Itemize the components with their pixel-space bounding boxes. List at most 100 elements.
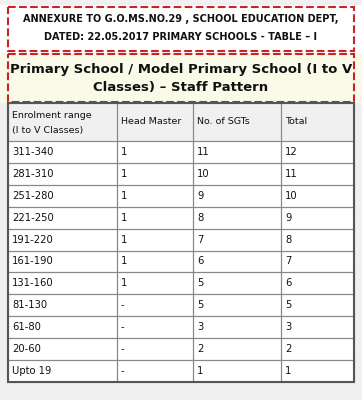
Text: 161-190: 161-190	[12, 256, 54, 266]
Bar	[193, 103, 281, 141]
Text: Total: Total	[285, 118, 307, 126]
Text: 1: 1	[121, 234, 127, 244]
Bar	[193, 207, 281, 229]
Text: 5: 5	[285, 300, 292, 310]
Bar	[117, 272, 193, 294]
Bar	[8, 294, 117, 316]
Text: 311-340: 311-340	[12, 147, 53, 157]
Text: Classes) – Staff Pattern: Classes) – Staff Pattern	[93, 82, 269, 94]
Text: 1: 1	[121, 169, 127, 179]
Text: 1: 1	[121, 213, 127, 223]
Text: 1: 1	[197, 366, 203, 376]
Bar	[117, 250, 193, 272]
Bar	[8, 141, 354, 163]
Text: 8: 8	[197, 213, 203, 223]
Text: -: -	[121, 300, 125, 310]
Bar	[8, 103, 354, 382]
Bar	[8, 185, 354, 207]
Bar	[0, 53, 362, 103]
Text: -: -	[121, 322, 125, 332]
Text: DATED: 22.05.2017 PRIMARY SCHOOLS - TABLE – I: DATED: 22.05.2017 PRIMARY SCHOOLS - TABL…	[45, 32, 317, 42]
Bar	[117, 103, 193, 141]
Bar	[193, 163, 281, 185]
Bar	[281, 185, 354, 207]
Bar	[193, 250, 281, 272]
Bar	[8, 272, 117, 294]
Text: 20-60: 20-60	[12, 344, 41, 354]
Text: (I to V Classes): (I to V Classes)	[12, 126, 83, 134]
Bar	[8, 316, 354, 338]
Bar	[8, 360, 354, 382]
Bar	[193, 294, 281, 316]
Text: 81-130: 81-130	[12, 300, 47, 310]
Bar	[117, 316, 193, 338]
Bar	[8, 185, 117, 207]
Bar	[8, 229, 117, 250]
Text: 9: 9	[285, 213, 292, 223]
Bar	[8, 250, 117, 272]
Text: Enrolment range: Enrolment range	[12, 112, 92, 120]
Bar	[193, 141, 281, 163]
Text: 8: 8	[285, 234, 291, 244]
Bar	[8, 207, 117, 229]
Text: 2: 2	[197, 344, 203, 354]
Bar	[8, 338, 117, 360]
Bar	[281, 338, 354, 360]
Text: 5: 5	[197, 300, 203, 310]
Text: 1: 1	[121, 191, 127, 201]
Text: 11: 11	[197, 147, 210, 157]
Bar	[8, 163, 117, 185]
Text: Upto 19: Upto 19	[12, 366, 51, 376]
Text: 2: 2	[285, 344, 292, 354]
Text: 7: 7	[197, 234, 203, 244]
Bar	[193, 185, 281, 207]
Bar	[8, 229, 354, 250]
Bar	[8, 207, 354, 229]
Text: 61-80: 61-80	[12, 322, 41, 332]
Bar	[117, 229, 193, 250]
Bar	[117, 141, 193, 163]
Bar	[281, 163, 354, 185]
Bar	[281, 294, 354, 316]
Bar	[281, 250, 354, 272]
Text: 1: 1	[121, 256, 127, 266]
Bar	[193, 316, 281, 338]
Bar	[117, 360, 193, 382]
Bar	[8, 7, 354, 51]
Bar	[8, 54, 354, 102]
Text: -: -	[121, 366, 125, 376]
Text: 5: 5	[197, 278, 203, 288]
Text: 7: 7	[285, 256, 292, 266]
Text: No. of SGTs: No. of SGTs	[197, 118, 250, 126]
Text: 1: 1	[285, 366, 292, 376]
Text: 6: 6	[197, 256, 203, 266]
Bar	[117, 294, 193, 316]
Bar	[8, 141, 117, 163]
Text: 131-160: 131-160	[12, 278, 54, 288]
Bar	[193, 272, 281, 294]
Text: 10: 10	[285, 191, 298, 201]
Text: 9: 9	[197, 191, 203, 201]
Bar	[8, 338, 354, 360]
Bar	[281, 207, 354, 229]
Bar	[193, 360, 281, 382]
Bar	[281, 103, 354, 141]
Text: 191-220: 191-220	[12, 234, 54, 244]
Bar	[117, 185, 193, 207]
Text: 3: 3	[285, 322, 291, 332]
Text: 3: 3	[197, 322, 203, 332]
Text: 10: 10	[197, 169, 210, 179]
Bar	[8, 294, 354, 316]
Bar	[8, 163, 354, 185]
Text: -: -	[121, 344, 125, 354]
Bar	[193, 229, 281, 250]
Bar	[8, 272, 354, 294]
Bar	[281, 316, 354, 338]
Bar	[8, 103, 117, 141]
Text: 221-250: 221-250	[12, 213, 54, 223]
Text: 1: 1	[121, 278, 127, 288]
Bar	[0, 5, 362, 53]
Text: 251-280: 251-280	[12, 191, 54, 201]
Text: 12: 12	[285, 147, 298, 157]
Text: 6: 6	[285, 278, 292, 288]
